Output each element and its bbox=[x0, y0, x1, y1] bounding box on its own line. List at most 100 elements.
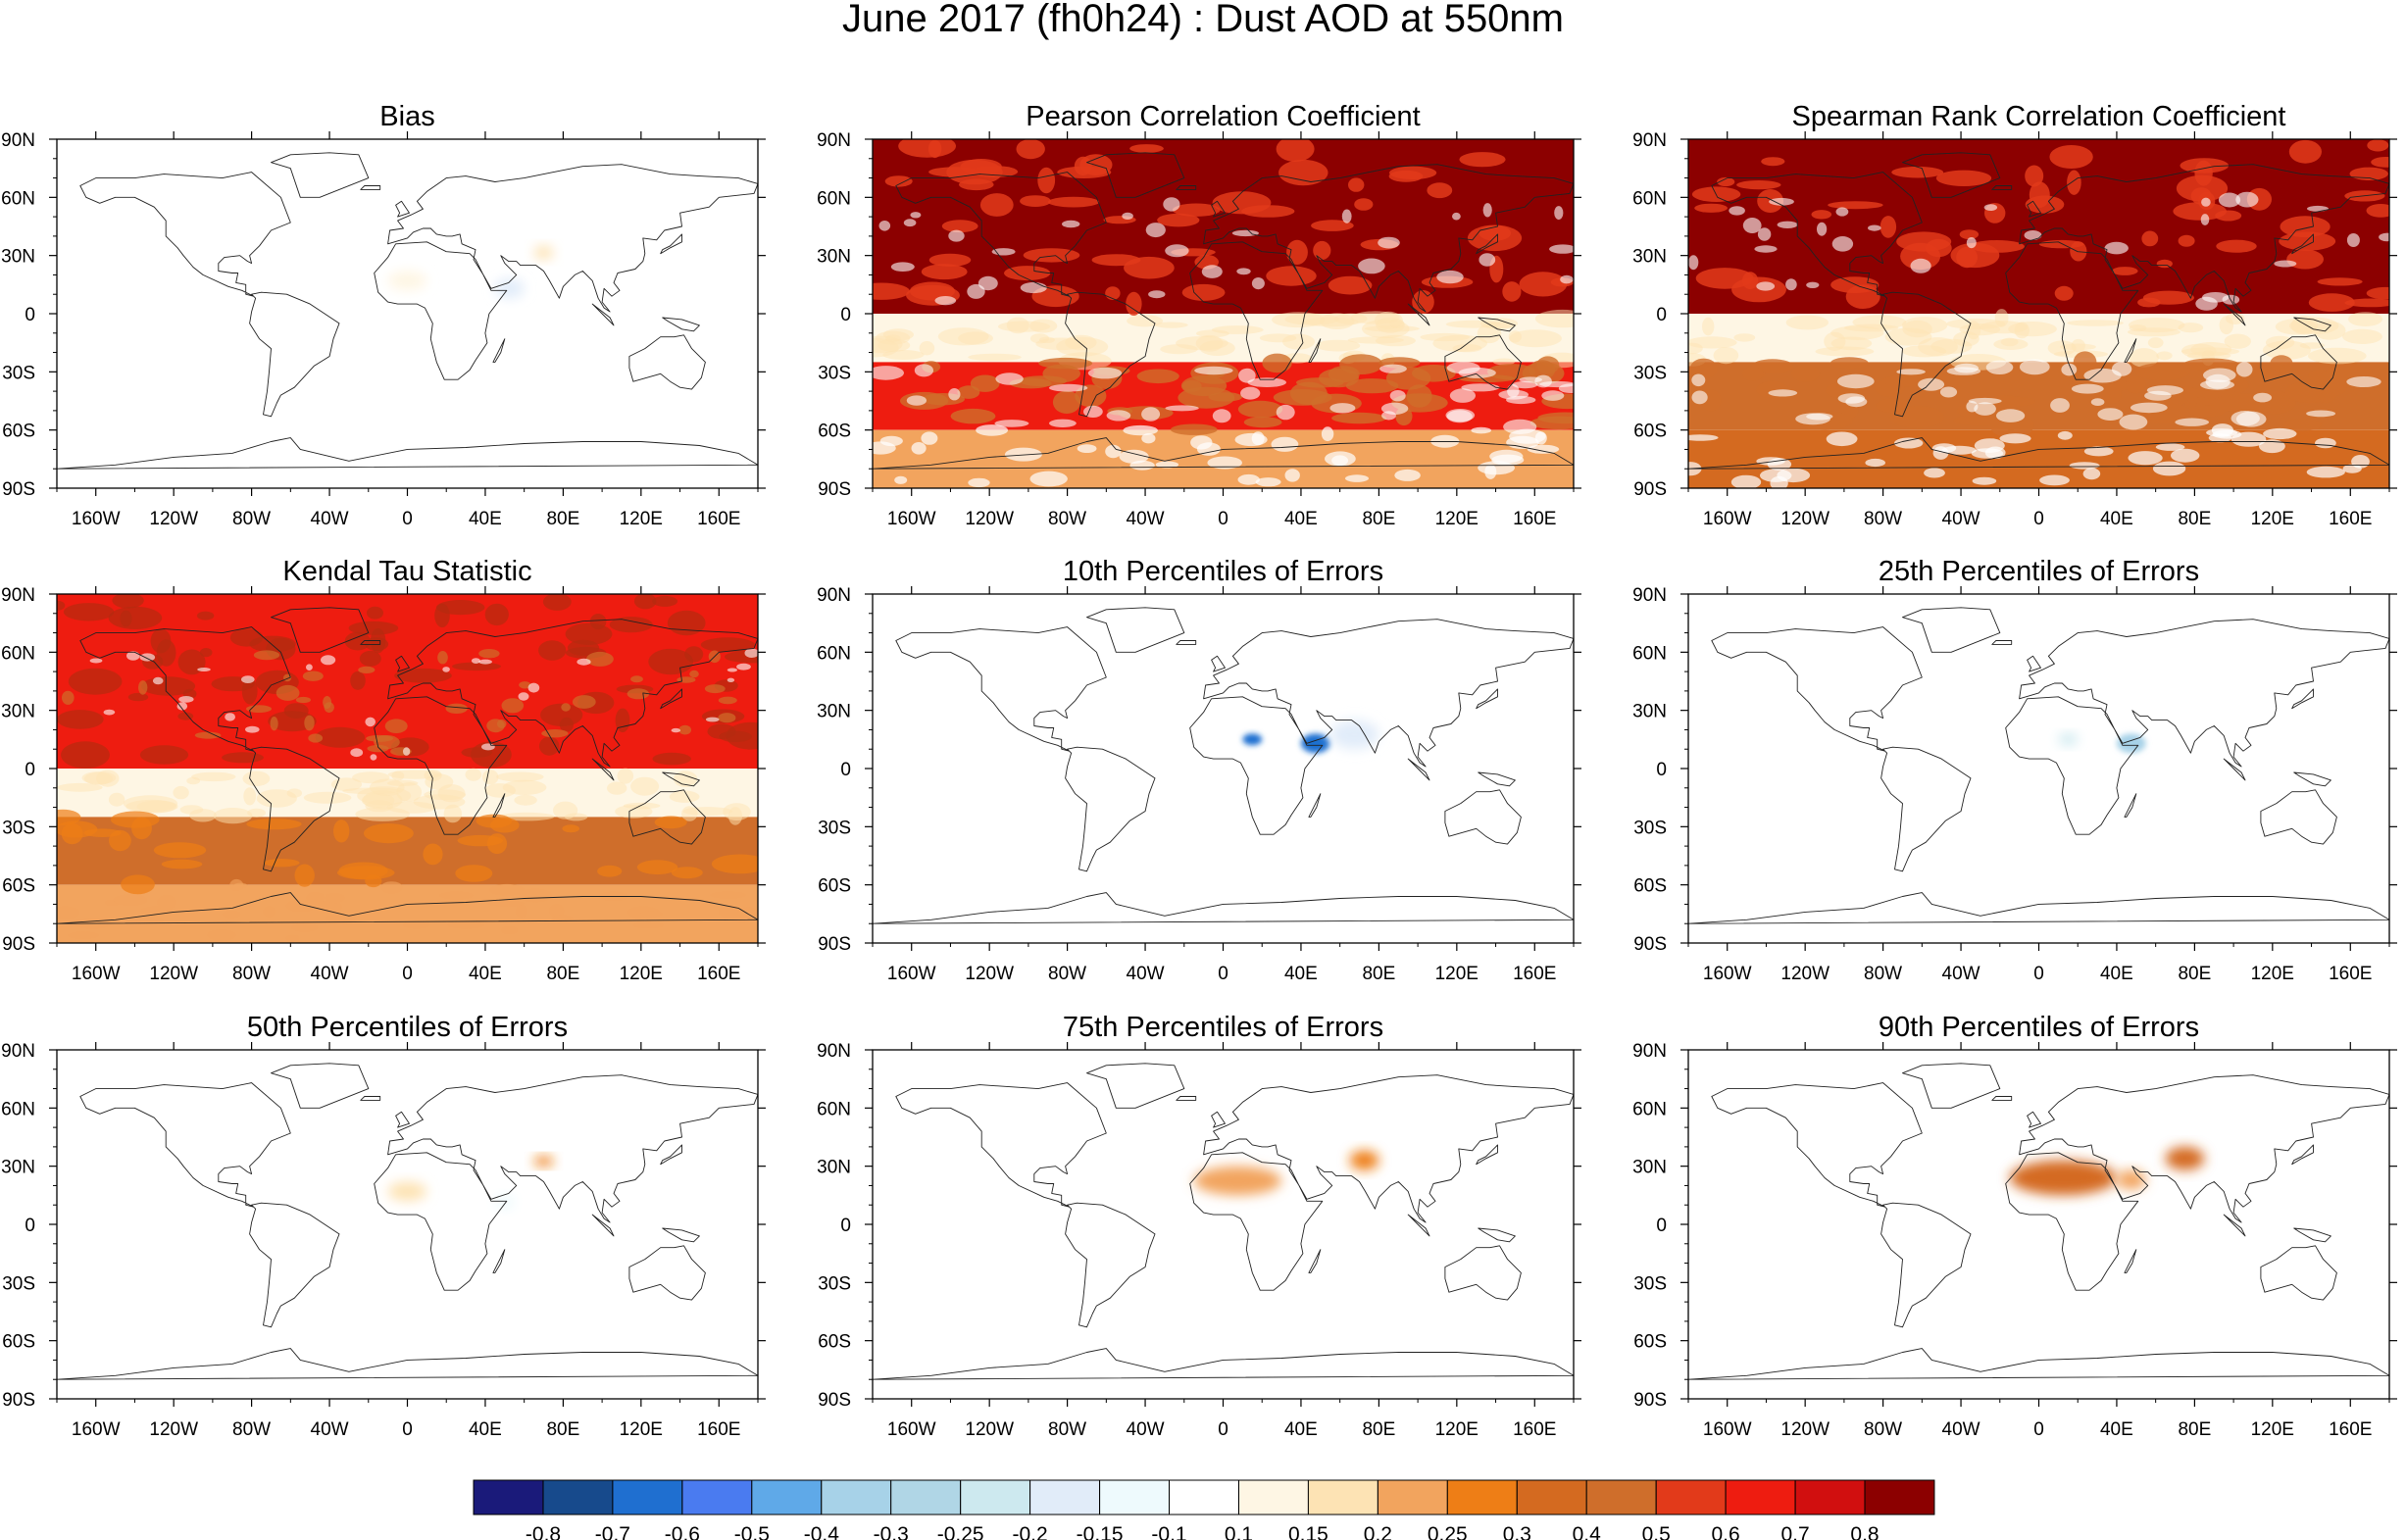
x-tick-label: 40W bbox=[311, 1419, 349, 1440]
texture-patch bbox=[2171, 448, 2200, 463]
texture-patch bbox=[2348, 312, 2382, 326]
texture-patch bbox=[2342, 328, 2382, 344]
texture-patch bbox=[1695, 268, 1754, 289]
colorbar-label: 0.1 bbox=[1225, 1523, 1253, 1540]
texture-patch bbox=[61, 741, 110, 769]
texture-patch bbox=[1194, 366, 1233, 375]
texture-patch bbox=[500, 925, 519, 935]
x-tick-label: 160W bbox=[887, 1419, 936, 1440]
texture-patch bbox=[2142, 290, 2194, 305]
texture-patch bbox=[2141, 230, 2159, 247]
texture-patch bbox=[1751, 359, 1794, 373]
texture-patch bbox=[2346, 376, 2381, 387]
texture-patch bbox=[1331, 455, 1349, 467]
x-tick-label: 120W bbox=[965, 964, 1014, 984]
texture-patch bbox=[478, 649, 500, 659]
texture-patch bbox=[2317, 277, 2363, 286]
texture-patch bbox=[1251, 277, 1265, 290]
x-tick-label: 160E bbox=[2329, 1419, 2372, 1440]
texture-patch bbox=[108, 792, 125, 807]
x-tick-label: 160W bbox=[72, 509, 121, 529]
texture-patch bbox=[153, 842, 207, 859]
panel-title: 10th Percentiles of Errors bbox=[1063, 556, 1383, 587]
texture-patch bbox=[2307, 205, 2329, 212]
panel-title: Pearson Correlation Coefficient bbox=[1026, 101, 1420, 132]
texture-patch bbox=[1412, 290, 1434, 314]
texture-patch bbox=[700, 637, 755, 653]
data-field bbox=[873, 139, 1574, 488]
texture-patch bbox=[2219, 316, 2233, 335]
texture-patch bbox=[519, 681, 531, 689]
texture-patch bbox=[2315, 437, 2336, 449]
texture-patch bbox=[1554, 206, 1564, 221]
texture-patch bbox=[968, 353, 1022, 362]
texture-patch bbox=[83, 771, 113, 785]
texture-patch bbox=[361, 793, 395, 808]
map-panel: 25th Percentiles of Errors 160W 120W 80W 40W… bbox=[1632, 556, 2397, 984]
y-tick-label: 30N bbox=[1632, 1158, 1667, 1178]
data-field bbox=[57, 1050, 758, 1399]
texture-patch bbox=[1329, 403, 1356, 414]
x-tick-label: 40W bbox=[1942, 964, 1980, 984]
texture-patch bbox=[496, 771, 544, 782]
field-anomaly bbox=[533, 1156, 554, 1167]
y-tick-label: 30S bbox=[818, 1273, 851, 1294]
colorbar-label: -0.5 bbox=[734, 1523, 770, 1540]
colorbar-swatch bbox=[1238, 1479, 1309, 1515]
texture-patch bbox=[1019, 375, 1067, 387]
texture-patch bbox=[718, 713, 736, 723]
y-tick-label: 30S bbox=[1633, 818, 1667, 838]
texture-patch bbox=[1688, 255, 1699, 271]
y-tick-label: 90N bbox=[817, 1041, 851, 1062]
texture-patch bbox=[718, 696, 737, 705]
texture-patch bbox=[1941, 445, 1977, 455]
texture-patch bbox=[1733, 333, 1756, 342]
texture-patch bbox=[1702, 317, 1715, 336]
y-tick-label: 90S bbox=[1633, 934, 1667, 955]
texture-patch bbox=[1974, 402, 1996, 416]
y-tick-label: 0 bbox=[840, 305, 851, 325]
texture-patch bbox=[1845, 284, 1880, 309]
field-anomaly bbox=[2165, 1146, 2205, 1170]
texture-patch bbox=[1148, 290, 1166, 299]
x-tick-label: 80W bbox=[1048, 1419, 1086, 1440]
panel-title: 50th Percentiles of Errors bbox=[247, 1012, 568, 1043]
texture-patch bbox=[1446, 410, 1473, 423]
texture-patch bbox=[1311, 220, 1354, 231]
texture-patch bbox=[350, 748, 364, 758]
texture-patch bbox=[541, 729, 569, 738]
colorbar-label: -0.25 bbox=[937, 1523, 984, 1540]
texture-patch bbox=[1471, 426, 1491, 434]
colorbar-swatch bbox=[612, 1479, 683, 1515]
texture-patch bbox=[1119, 449, 1149, 464]
texture-patch bbox=[1273, 389, 1332, 406]
texture-patch bbox=[1918, 377, 1945, 391]
texture-patch bbox=[1889, 406, 1944, 428]
texture-patch bbox=[1956, 246, 1978, 269]
texture-patch bbox=[2000, 337, 2019, 347]
y-tick-label: 60N bbox=[1632, 643, 1667, 664]
texture-patch bbox=[1959, 229, 1980, 239]
x-tick-label: 80W bbox=[232, 509, 271, 529]
map-background bbox=[873, 1050, 1574, 1399]
data-field bbox=[57, 594, 758, 943]
figure-title: June 2017 (fh0h24) : Dust AOD at 550nm bbox=[842, 0, 1564, 40]
colorbar-label: -0.7 bbox=[595, 1523, 630, 1540]
texture-patch bbox=[359, 650, 381, 667]
y-tick-label: 0 bbox=[1656, 1216, 1667, 1236]
texture-patch bbox=[894, 475, 908, 484]
texture-patch bbox=[928, 253, 972, 267]
y-tick-label: 60S bbox=[818, 422, 851, 442]
texture-patch bbox=[542, 594, 572, 611]
colorbar-swatch bbox=[473, 1479, 544, 1515]
texture-patch bbox=[2308, 347, 2367, 365]
x-tick-label: 120W bbox=[965, 1419, 1014, 1440]
texture-patch bbox=[1394, 469, 1421, 481]
texture-patch bbox=[484, 603, 509, 626]
x-tick-label: 80E bbox=[2178, 964, 2211, 984]
texture-patch bbox=[1768, 389, 1798, 397]
texture-patch bbox=[276, 684, 300, 701]
texture-patch bbox=[1004, 266, 1051, 281]
texture-patch bbox=[2057, 430, 2073, 440]
y-tick-label: 60N bbox=[1632, 188, 1667, 209]
